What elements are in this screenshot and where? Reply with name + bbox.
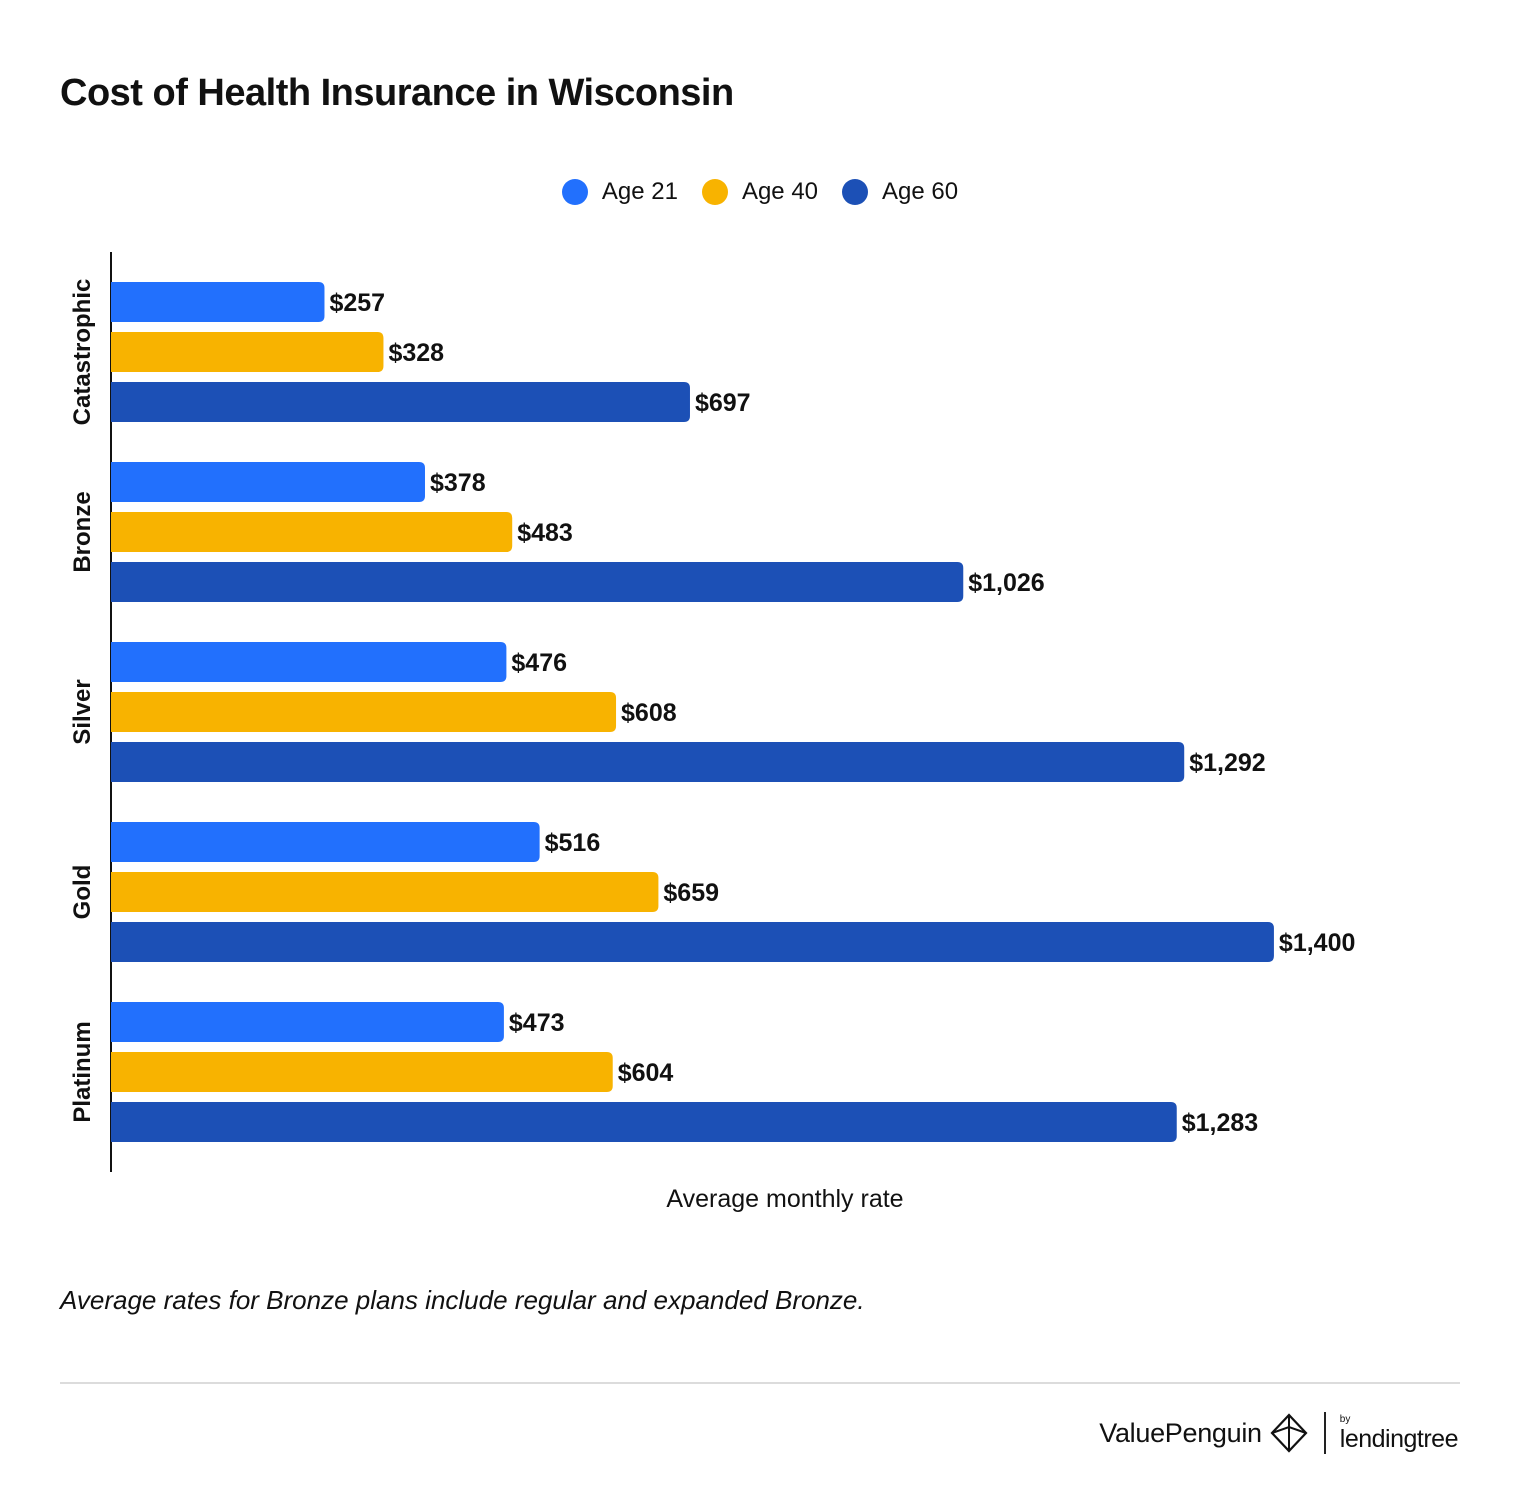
legend-item-age-40[interactable]: Age 40 <box>701 178 819 206</box>
category-label-platinum: Platinum <box>69 1021 96 1122</box>
value-label-platinum-age-60: $1,283 <box>1182 1109 1258 1137</box>
bar-silver-age-40[interactable] <box>111 692 617 732</box>
bar-catastrophic-age-60[interactable] <box>111 382 690 422</box>
bar-bronze-age-40[interactable] <box>111 512 513 552</box>
category-label-silver: Silver <box>69 679 96 744</box>
value-label-catastrophic-age-40: $328 <box>388 339 444 367</box>
bar-gold-age-60[interactable] <box>111 922 1274 962</box>
bar-bronze-age-60[interactable] <box>111 562 964 602</box>
legend-swatch-age-60 <box>842 179 869 205</box>
bar-gold-age-21[interactable] <box>111 822 540 862</box>
x-axis-label: Average monthly rate <box>666 1185 903 1213</box>
value-label-silver-age-60: $1,292 <box>1189 749 1265 777</box>
value-label-gold-age-21: $516 <box>545 829 601 857</box>
brand-logo: ValuePenguin by lendingtree <box>1099 1412 1459 1454</box>
category-labels: Catastrophic Bronze Silver Gold Platinum <box>69 279 96 1123</box>
lendingtree-wordmark: lendingtree <box>1339 1424 1459 1453</box>
brand-separator <box>1323 1412 1326 1454</box>
value-label-gold-age-60: $1,400 <box>1279 929 1355 957</box>
bar-catastrophic-age-40[interactable] <box>111 332 384 372</box>
legend-label-age-60: Age 60 <box>882 178 959 205</box>
legend-swatch-age-40 <box>701 179 728 205</box>
value-label-silver-age-40: $608 <box>621 699 677 727</box>
legend-swatch-age-21 <box>561 179 588 205</box>
category-label-gold: Gold <box>69 865 96 920</box>
legend-item-age-60[interactable]: Age 60 <box>842 178 958 206</box>
value-label-silver-age-21: $476 <box>511 649 567 677</box>
lendingtree-by: by <box>1339 1413 1351 1425</box>
bar-platinum-age-21[interactable] <box>111 1002 504 1042</box>
value-label-bronze-age-60: $1,026 <box>968 569 1044 597</box>
bar-catastrophic-age-21[interactable] <box>111 282 325 322</box>
bar-platinum-age-40[interactable] <box>111 1052 613 1092</box>
value-label-gold-age-40: $659 <box>663 879 719 907</box>
value-label-bronze-age-40: $483 <box>517 519 573 547</box>
value-label-catastrophic-age-21: $257 <box>329 289 385 317</box>
value-label-platinum-age-21: $473 <box>509 1009 565 1037</box>
divider <box>60 1382 1460 1384</box>
lendingtree-logo: by lendingtree <box>1339 1413 1459 1453</box>
legend: Age 21 Age 40 Age 60 <box>0 178 1520 206</box>
valuepenguin-wordmark: ValuePenguin <box>1099 1417 1262 1448</box>
value-label-catastrophic-age-60: $697 <box>695 389 751 417</box>
bars-group <box>111 282 1274 1142</box>
category-label-catastrophic: Catastrophic <box>69 279 96 426</box>
category-label-bronze: Bronze <box>69 491 96 572</box>
valuepenguin-diamond-icon <box>1270 1413 1308 1453</box>
bar-gold-age-40[interactable] <box>111 872 659 912</box>
bar-chart: Catastrophic Bronze Silver Gold Platinum $25… <box>69 252 1355 1213</box>
value-labels: $257$328 $697 $378 $483 $1,026 $476 $608 $1,292… <box>329 289 1355 1137</box>
legend-label-age-21: Age 21 <box>601 178 678 205</box>
bar-platinum-age-60[interactable] <box>111 1102 1177 1142</box>
footnote: Average rates for Bronze plans include r… <box>60 1285 865 1315</box>
bar-bronze-age-21[interactable] <box>111 462 425 502</box>
bar-silver-age-21[interactable] <box>111 642 507 682</box>
value-label-bronze-age-21: $378 <box>430 469 486 497</box>
legend-label-age-40: Age 40 <box>741 178 819 205</box>
value-label-platinum-age-40: $604 <box>618 1059 674 1087</box>
legend-item-age-21[interactable]: Age 21 <box>561 178 678 206</box>
chart-title: Cost of Health Insurance in Wisconsin <box>60 72 734 114</box>
bar-silver-age-60[interactable] <box>111 742 1185 782</box>
